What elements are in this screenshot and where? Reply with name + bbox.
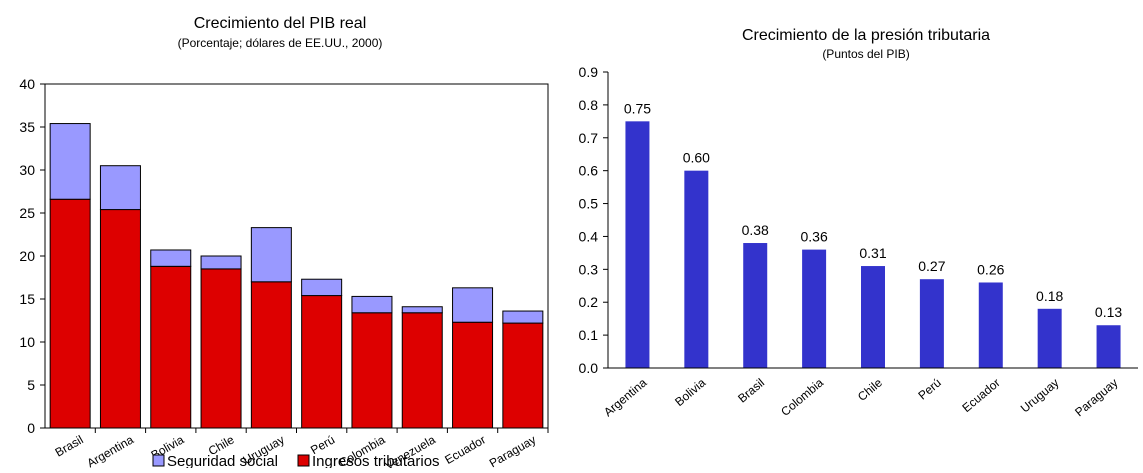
chart1-y-ticks: 0 5 10 15 20 25 30 35 40 xyxy=(19,76,45,436)
legend-swatch-seguridad-social xyxy=(152,454,165,467)
chart1-x-label: Ecuador xyxy=(442,432,488,466)
chart2-x-label: Chile xyxy=(855,375,885,404)
chart2-y-tick-label: 0.0 xyxy=(579,360,599,376)
chart2-y-tick-label: 0.4 xyxy=(579,228,599,244)
chart2-x-label: Ecuador xyxy=(959,376,1002,415)
chart2-data-label-bolivia: 0.60 xyxy=(683,150,710,166)
chart2-bar-bolivia xyxy=(684,170,709,368)
chart1-bar-seguridad-ecuador xyxy=(452,287,494,323)
chart1-bar-ingresos-colombia xyxy=(351,312,393,429)
chart2-data-label-paraguay: 0.13 xyxy=(1095,304,1122,320)
chart2-x-label: Uruguay xyxy=(1018,376,1062,416)
chart1-bar-seguridad-colombia xyxy=(351,295,393,314)
chart1-bar-seguridad-bolivia xyxy=(150,249,192,267)
chart2-y-tick-label: 0.1 xyxy=(579,327,599,343)
chart1-y-tick-label: 35 xyxy=(19,119,35,135)
chart2-x-label: Paraguay xyxy=(1072,376,1120,420)
chart2-data-label-chile: 0.31 xyxy=(859,245,886,261)
chart2-y-tick-label: 0.7 xyxy=(579,130,599,146)
legend-label-seguridad-social: Seguridad social xyxy=(167,453,278,468)
chart1-bar-seguridad-brasil xyxy=(49,123,91,200)
legend-label-ingresos-tributarios: Ingresos tributarios xyxy=(312,453,440,468)
chart2-x-label: Colombia xyxy=(778,375,826,419)
chart1-bar-ingresos-uruguay xyxy=(250,281,292,429)
chart2-bar-uruguay xyxy=(1037,308,1062,368)
chart1-bars xyxy=(49,123,544,429)
chart1-x-label: Brasil xyxy=(53,432,86,459)
chart2-x-label: Argentina xyxy=(601,375,650,419)
legend-swatch-ingresos-tributarios xyxy=(297,454,310,467)
chart1-x-label: Paraguay xyxy=(487,432,538,468)
chart2-data-label-argentina: 0.75 xyxy=(624,100,651,116)
chart1-y-tick-label: 5 xyxy=(27,377,35,393)
chart2-y-tick-label: 0.6 xyxy=(579,163,599,179)
chart1-bar-seguridad-venezuela xyxy=(401,306,443,314)
chart2-title: Crecimiento de la presión tributaria xyxy=(742,27,990,44)
chart2-x-label: Brasil xyxy=(735,376,767,406)
chart1-legend: Seguridad social Ingresos tributarios xyxy=(152,453,440,470)
chart1-bar-seguridad-uruguay xyxy=(250,227,292,283)
chart2-y-tick-label: 0.3 xyxy=(579,261,599,277)
chart2-bar-ecuador xyxy=(978,282,1003,368)
chart1-y-tick-label: 10 xyxy=(19,334,35,350)
chart1-bar-seguridad-paraguay xyxy=(502,310,544,324)
chart2-axes xyxy=(607,72,1138,369)
chart1-bar-ingresos-peru xyxy=(301,295,343,429)
chart2-subtitle: (Puntos del PIB) xyxy=(822,47,909,61)
chart1-bar-ingresos-paraguay xyxy=(502,322,544,429)
chart2-y-ticks: 0.0 0.1 0.2 0.3 0.4 0.5 0.6 0.7 0.8 0.9 xyxy=(579,64,608,376)
chart1-bar-seguridad-peru xyxy=(301,278,343,297)
chart2-bars: 0.75 0.60 0.38 0.36 0.31 0.27 0.26 0.18 0.13 xyxy=(624,100,1122,368)
chart2-data-label-brasil: 0.38 xyxy=(742,222,769,238)
chart2-bar-paraguay xyxy=(1096,325,1121,368)
chart2-bar-peru xyxy=(919,279,944,368)
chart2-bar-colombia xyxy=(802,249,827,368)
chart1-y-tick-label: 30 xyxy=(19,162,35,178)
tax-pressure-chart: Crecimiento de la presión tributaria (Pu… xyxy=(579,27,1138,419)
chart1-y-tick-label: 15 xyxy=(19,291,35,307)
chart2-y-tick-label: 0.9 xyxy=(579,64,599,80)
gdp-growth-chart: Crecimiento del PIB real (Porcentaje; dó… xyxy=(19,15,549,473)
chart2-y-tick-label: 0.8 xyxy=(579,97,599,113)
chart2-bar-argentina xyxy=(625,121,650,368)
chart1-bar-seguridad-argentina xyxy=(99,165,141,211)
chart2-y-tick-label: 0.5 xyxy=(579,196,599,212)
chart1-bar-ingresos-bolivia xyxy=(150,265,192,429)
chart2-data-label-colombia: 0.36 xyxy=(800,229,827,245)
chart1-title: Crecimiento del PIB real xyxy=(194,15,367,32)
chart1-bar-ingresos-venezuela xyxy=(401,312,443,429)
chart1-bar-ingresos-chile xyxy=(200,268,242,429)
chart1-y-tick-label: 20 xyxy=(19,248,35,264)
chart1-y-tick-label: 40 xyxy=(19,76,35,92)
chart1-bar-ingresos-argentina xyxy=(99,209,141,429)
chart1-bar-ingresos-brasil xyxy=(49,198,91,429)
chart2-data-label-uruguay: 0.18 xyxy=(1036,288,1063,304)
chart2-x-labels: Argentina Bolivia Brasil Colombia Chile Perú E… xyxy=(601,375,1120,419)
chart2-x-label: Perú xyxy=(915,376,943,403)
chart1-bar-seguridad-chile xyxy=(200,255,242,270)
chart2-data-label-peru: 0.27 xyxy=(918,258,945,274)
chart2-x-label: Bolivia xyxy=(672,375,708,409)
chart1-x-label: Argentina xyxy=(84,432,136,468)
chart2-bar-brasil xyxy=(743,243,768,368)
chart1-axes xyxy=(44,83,549,433)
chart1-subtitle: (Porcentaje; dólares de EE.UU., 2000) xyxy=(178,36,383,50)
chart2-bar-chile xyxy=(861,266,885,368)
chart1-y-tick-label: 0 xyxy=(27,420,35,436)
chart2-data-label-ecuador: 0.26 xyxy=(977,261,1004,277)
chart1-bar-ingresos-ecuador xyxy=(452,321,494,429)
chart1-y-tick-label: 25 xyxy=(19,205,35,221)
chart2-y-tick-label: 0.2 xyxy=(579,294,599,310)
